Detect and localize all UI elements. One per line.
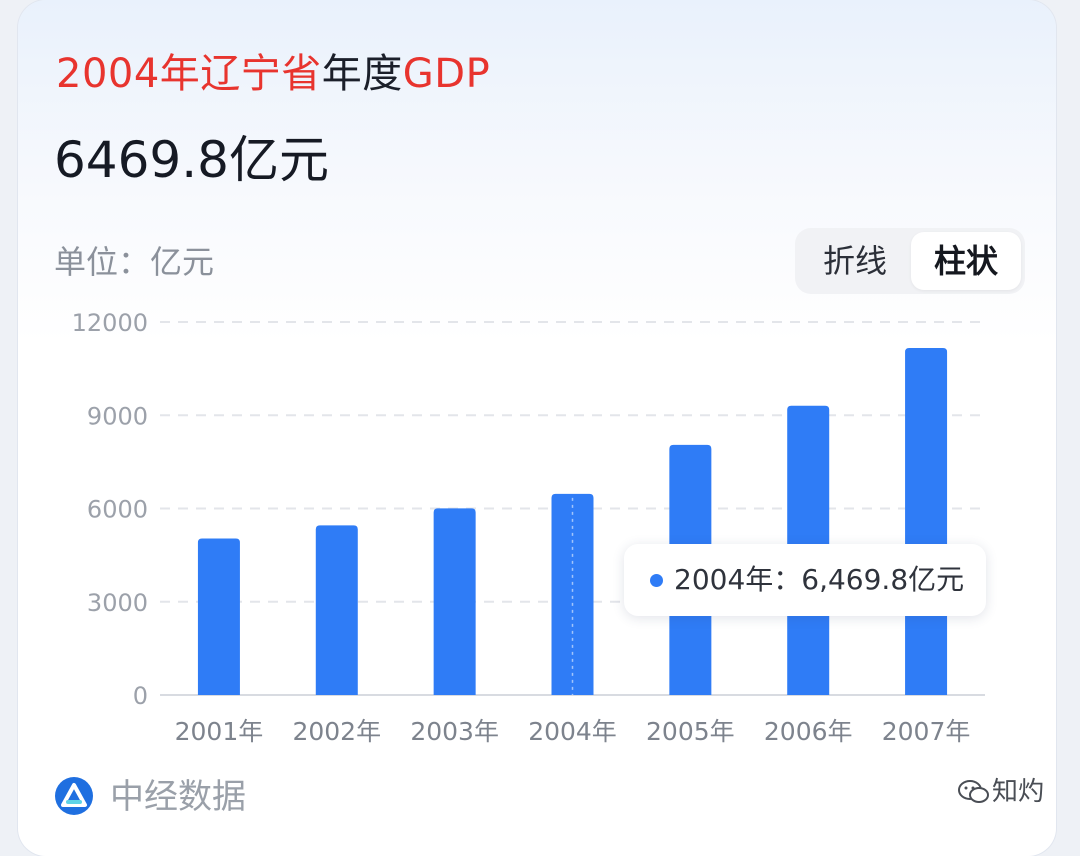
- y-tick-label: 9000: [87, 402, 148, 430]
- y-tick-label: 3000: [87, 589, 148, 617]
- x-tick-label: 2003年: [410, 717, 499, 746]
- x-tick-label: 2007年: [882, 717, 971, 746]
- zhongjing-logo-icon: [55, 777, 93, 815]
- title-rest: 年度: [321, 51, 403, 97]
- gdp-value-text: 6469.8亿元: [54, 131, 329, 189]
- gdp-value: 6469.8亿元: [54, 128, 329, 192]
- tooltip-text: 2004年：6,469.8亿元: [674, 563, 965, 596]
- x-tick-label: 2004年: [528, 717, 617, 746]
- y-tick-label: 12000: [72, 309, 148, 337]
- x-tick-label: 2002年: [292, 717, 381, 746]
- watermark-text: 知灼: [992, 777, 1045, 807]
- x-tick-label: 2005年: [646, 717, 735, 746]
- bar: [197, 538, 240, 695]
- bar: [433, 508, 476, 695]
- toggle-line-option[interactable]: 折线: [822, 242, 887, 280]
- x-tick-label: 2001年: [175, 717, 264, 746]
- y-tick-label: 0: [133, 682, 148, 710]
- chart-card: [18, 0, 1056, 856]
- x-tick-label: 2006年: [764, 717, 853, 746]
- chart-type-toggle: 折线 柱状: [795, 228, 1025, 294]
- tooltip-series-dot: [650, 574, 663, 587]
- unit-label: 单位：亿元: [54, 243, 215, 281]
- title-highlight: 2004年辽宁省: [56, 51, 322, 97]
- chart-tooltip: 2004年：6,469.8亿元: [624, 544, 986, 616]
- bar: [551, 493, 594, 695]
- page-title: 2004年辽宁省年度GDP: [56, 46, 490, 102]
- bar: [315, 525, 358, 695]
- title-suffix: GDP: [402, 51, 491, 97]
- brand-name: 中经数据: [110, 777, 246, 817]
- toggle-bar-option[interactable]: 柱状: [911, 232, 1021, 290]
- y-tick-label: 6000: [87, 496, 148, 524]
- bar: [905, 347, 948, 695]
- wechat-icon: [958, 780, 989, 803]
